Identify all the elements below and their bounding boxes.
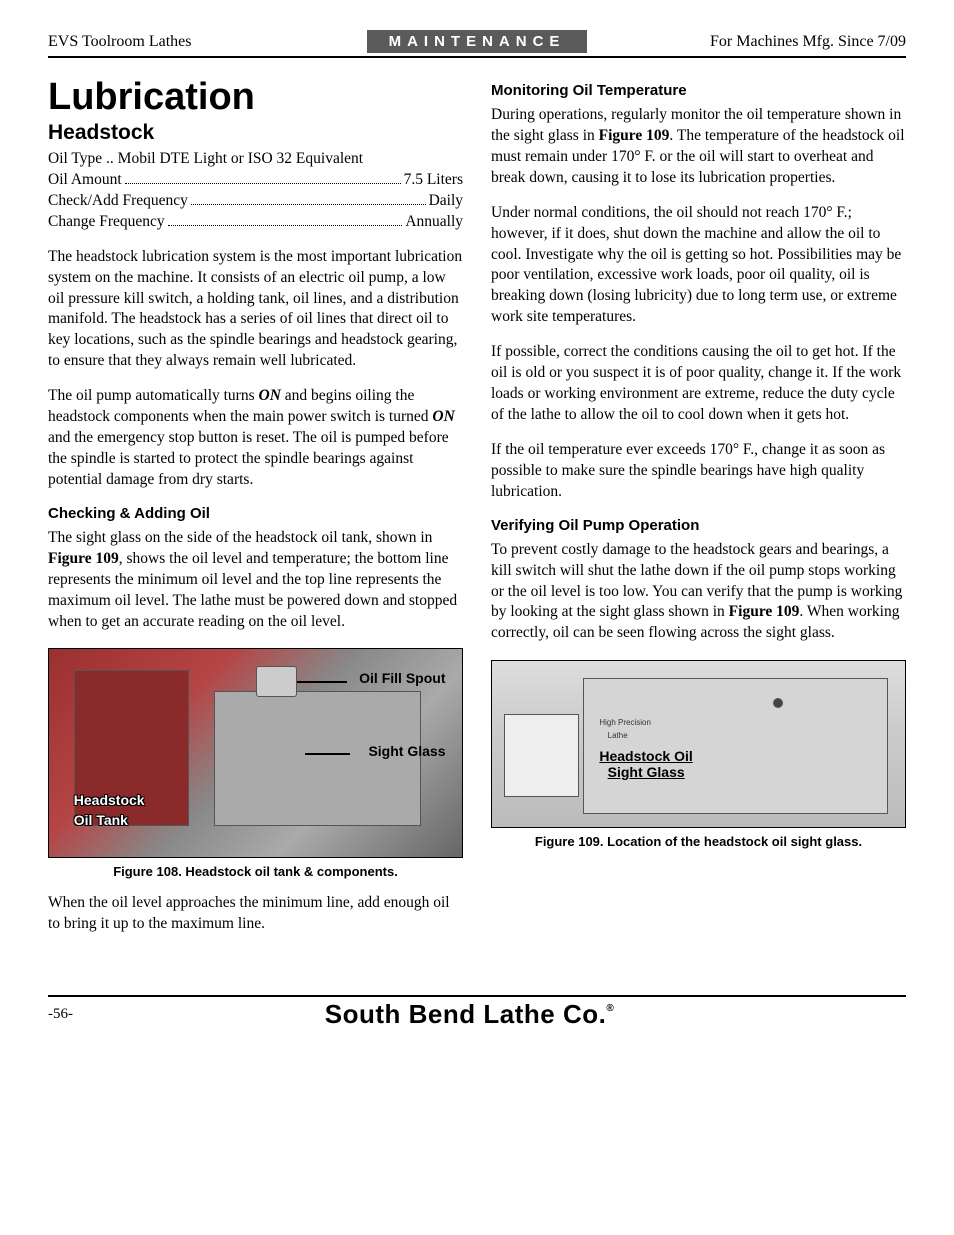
spec-label: Change Frequency — [48, 212, 165, 233]
page-title: Lubrication — [48, 76, 463, 119]
figure-label-tank2: Oil Tank — [74, 812, 128, 828]
header-left-text: EVS Toolroom Lathes — [48, 33, 367, 51]
spec-label: Check/Add Frequency — [48, 191, 188, 212]
subheading-checking: Checking & Adding Oil — [48, 505, 463, 522]
spec-value: 7.5 Liters — [404, 170, 463, 191]
paragraph: The oil pump automatically turns ON and … — [48, 386, 463, 491]
subheading-temp: Monitoring Oil Temperature — [491, 82, 906, 99]
paragraph: If possible, correct the conditions caus… — [491, 342, 906, 426]
footer-brand: South Bend Lathe Co.® — [73, 999, 866, 1030]
section-heading: Headstock — [48, 121, 463, 145]
figure-inner-text: Lathe — [608, 731, 628, 740]
spec-value: Annually — [405, 212, 463, 233]
spec-value: Mobil DTE Light or ISO 32 Equivalent — [118, 149, 363, 170]
leader-dots — [168, 225, 403, 226]
spec-row: Change Frequency Annually — [48, 212, 463, 233]
figure-label-sight-glass: Sight Glass — [608, 764, 685, 780]
figure-inner-text: High Precision — [599, 718, 651, 727]
spec-label: Oil Type — [48, 149, 102, 170]
page-footer: -56- South Bend Lathe Co.® — [48, 995, 906, 1030]
header-right-text: For Machines Mfg. Since 7/09 — [587, 33, 906, 51]
paragraph: Under normal conditions, the oil should … — [491, 203, 906, 329]
page-number: -56- — [48, 1006, 73, 1023]
figure-109: High Precision Lathe Headstock Oil Sight… — [491, 660, 906, 849]
figure-108-image: Oil Fill Spout Sight Glass Headstock Oil… — [48, 648, 463, 858]
paragraph: When the oil level approaches the minimu… — [48, 893, 463, 935]
figure-108: Oil Fill Spout Sight Glass Headstock Oil… — [48, 648, 463, 879]
spec-value: Daily — [429, 191, 463, 212]
figure-108-caption: Figure 108. Headstock oil tank & compone… — [48, 864, 463, 879]
figure-109-image: High Precision Lathe Headstock Oil Sight… — [491, 660, 906, 828]
spec-list: Oil Type .. Mobil DTE Light or ISO 32 Eq… — [48, 149, 463, 233]
subheading-pump: Verifying Oil Pump Operation — [491, 517, 906, 534]
paragraph: If the oil temperature ever exceeds 170°… — [491, 440, 906, 503]
right-column: Monitoring Oil Temperature During operat… — [491, 76, 906, 935]
figure-label-glass: Sight Glass — [368, 743, 445, 759]
figure-label-tank1: Headstock — [74, 792, 145, 808]
header-center-badge: MAINTENANCE — [367, 30, 588, 53]
spec-row: Oil Type .. Mobil DTE Light or ISO 32 Eq… — [48, 149, 463, 170]
figure-109-caption: Figure 109. Location of the headstock oi… — [491, 834, 906, 849]
paragraph: During operations, regularly monitor the… — [491, 105, 906, 189]
paragraph: The headstock lubrication system is the … — [48, 247, 463, 373]
leader-dots — [125, 183, 401, 184]
paragraph: The sight glass on the side of the heads… — [48, 528, 463, 633]
paragraph: To prevent costly damage to the headstoc… — [491, 540, 906, 645]
page-header: EVS Toolroom Lathes MAINTENANCE For Mach… — [48, 30, 906, 58]
spec-label: Oil Amount — [48, 170, 122, 191]
figure-label-headstock-oil: Headstock Oil — [599, 748, 692, 764]
left-column: Lubrication Headstock Oil Type .. Mobil … — [48, 76, 463, 935]
spec-row: Oil Amount 7.5 Liters — [48, 170, 463, 191]
content-columns: Lubrication Headstock Oil Type .. Mobil … — [48, 76, 906, 935]
figure-label-spout: Oil Fill Spout — [359, 670, 445, 686]
spec-row: Check/Add Frequency Daily — [48, 191, 463, 212]
leader-dots — [191, 204, 426, 205]
